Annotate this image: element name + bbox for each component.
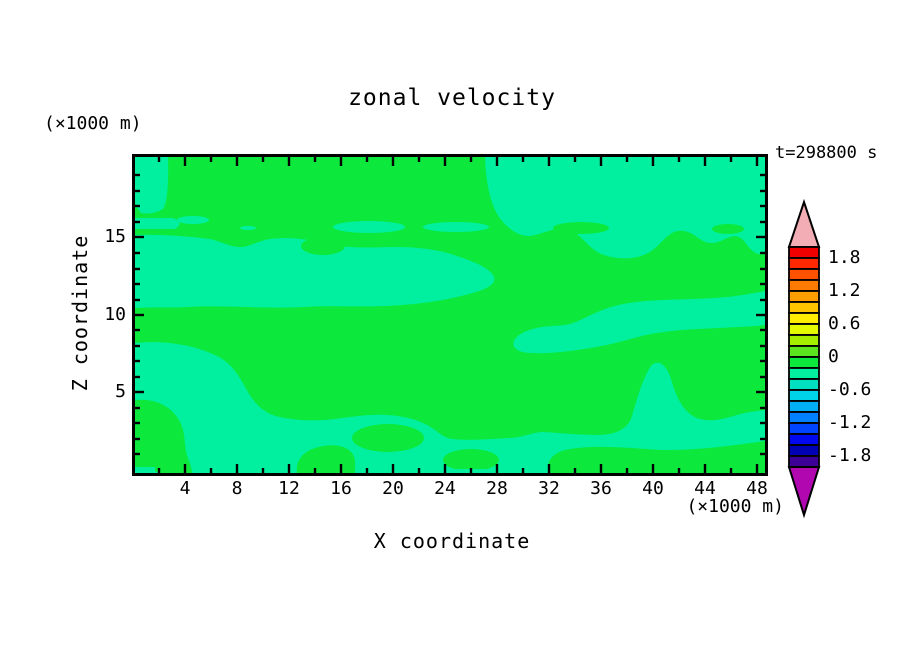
contour-sliver-bottom-mid bbox=[355, 469, 550, 473]
contour-hole-bottom-left bbox=[135, 399, 192, 473]
x-tick-label-20: 20 bbox=[382, 478, 404, 499]
contour-plot-svg bbox=[135, 157, 765, 473]
colorbar-segment-11 bbox=[788, 367, 820, 380]
colorbar-label-1.8: 1.8 bbox=[828, 247, 861, 268]
contour-dash-0 bbox=[177, 216, 209, 224]
y-axis-units-label: (×1000 m) bbox=[44, 113, 142, 134]
contour-dash-1 bbox=[240, 226, 256, 230]
x-tick-label-12: 12 bbox=[278, 478, 300, 499]
contour-plot-frame bbox=[132, 154, 768, 476]
x-tick-label-8: 8 bbox=[231, 478, 243, 499]
contour-hole-band-pocket-b bbox=[443, 449, 499, 471]
colorbar-segment-17 bbox=[788, 433, 820, 446]
colorbar-segment-16 bbox=[788, 422, 820, 435]
x-tick-label-16: 16 bbox=[330, 478, 352, 499]
x-tick-label-40: 40 bbox=[642, 478, 664, 499]
y-tick-label-15: 15 bbox=[104, 226, 126, 247]
colorbar-under-arrow bbox=[787, 466, 821, 519]
contour-hole-bottom-right-strip bbox=[548, 441, 765, 473]
colorbar-segment-4 bbox=[788, 290, 820, 303]
contour-region-bottom-band bbox=[135, 342, 765, 473]
x-axis-units-label: (×1000 m) bbox=[686, 496, 784, 517]
contour-hole-band-pocket-a bbox=[352, 424, 424, 452]
contour-hole-top-right-a bbox=[553, 222, 609, 234]
colorbar-segment-5 bbox=[788, 301, 820, 314]
colorbar-segment-1 bbox=[788, 257, 820, 270]
contour-hole-upper-band-notch bbox=[301, 237, 345, 255]
x-tick-label-4: 4 bbox=[179, 478, 191, 499]
contour-region-right-mid-band bbox=[513, 291, 765, 354]
time-annotation: t=298800 s bbox=[775, 143, 878, 163]
colorbar-segment-0 bbox=[788, 246, 820, 259]
contour-sliver-bottom-left bbox=[135, 467, 155, 473]
colorbar-segment-6 bbox=[788, 312, 820, 325]
contour-dash-3 bbox=[423, 222, 489, 232]
colorbar-segment-10 bbox=[788, 356, 820, 369]
colorbar-segment-15 bbox=[788, 411, 820, 424]
colorbar-label-0: 0 bbox=[828, 346, 839, 367]
colorbar-label--1.8: -1.8 bbox=[828, 445, 872, 466]
colorbar-segment-13 bbox=[788, 389, 820, 402]
x-tick-label-44: 44 bbox=[694, 478, 716, 499]
contour-region-left-stripe bbox=[135, 218, 180, 229]
contour-region-top-left-block bbox=[135, 157, 169, 214]
colorbar-segment-7 bbox=[788, 323, 820, 336]
contour-hole-top-right-b bbox=[712, 224, 744, 234]
x-tick-label-28: 28 bbox=[486, 478, 508, 499]
colorbar-segment-12 bbox=[788, 378, 820, 391]
contour-dash-2 bbox=[333, 221, 405, 233]
x-tick-label-32: 32 bbox=[538, 478, 560, 499]
colorbar-label--1.2: -1.2 bbox=[828, 412, 872, 433]
colorbar-label-1.2: 1.2 bbox=[828, 280, 861, 301]
x-tick-label-36: 36 bbox=[590, 478, 612, 499]
page-title: zonal velocity bbox=[348, 85, 556, 111]
contour-region-upper-left-band bbox=[135, 234, 495, 308]
colorbar-label--0.6: -0.6 bbox=[828, 379, 872, 400]
y-tick-label-10: 10 bbox=[104, 304, 126, 325]
colorbar-over-arrow bbox=[787, 198, 821, 248]
colorbar-segment-19 bbox=[788, 455, 820, 468]
x-axis-title: X coordinate bbox=[373, 529, 531, 553]
colorbar-segment-3 bbox=[788, 279, 820, 292]
colorbar-segment-14 bbox=[788, 400, 820, 413]
colorbar-label-0.6: 0.6 bbox=[828, 313, 861, 334]
contour-region-top-right bbox=[485, 157, 765, 259]
colorbar-segment-9 bbox=[788, 345, 820, 358]
colorbar-segment-18 bbox=[788, 444, 820, 457]
x-tick-label-48: 48 bbox=[746, 478, 768, 499]
colorbar bbox=[787, 198, 821, 519]
y-tick-label-5: 5 bbox=[115, 381, 126, 402]
colorbar-segment-2 bbox=[788, 268, 820, 281]
colorbar-segment-8 bbox=[788, 334, 820, 347]
x-tick-label-24: 24 bbox=[434, 478, 456, 499]
